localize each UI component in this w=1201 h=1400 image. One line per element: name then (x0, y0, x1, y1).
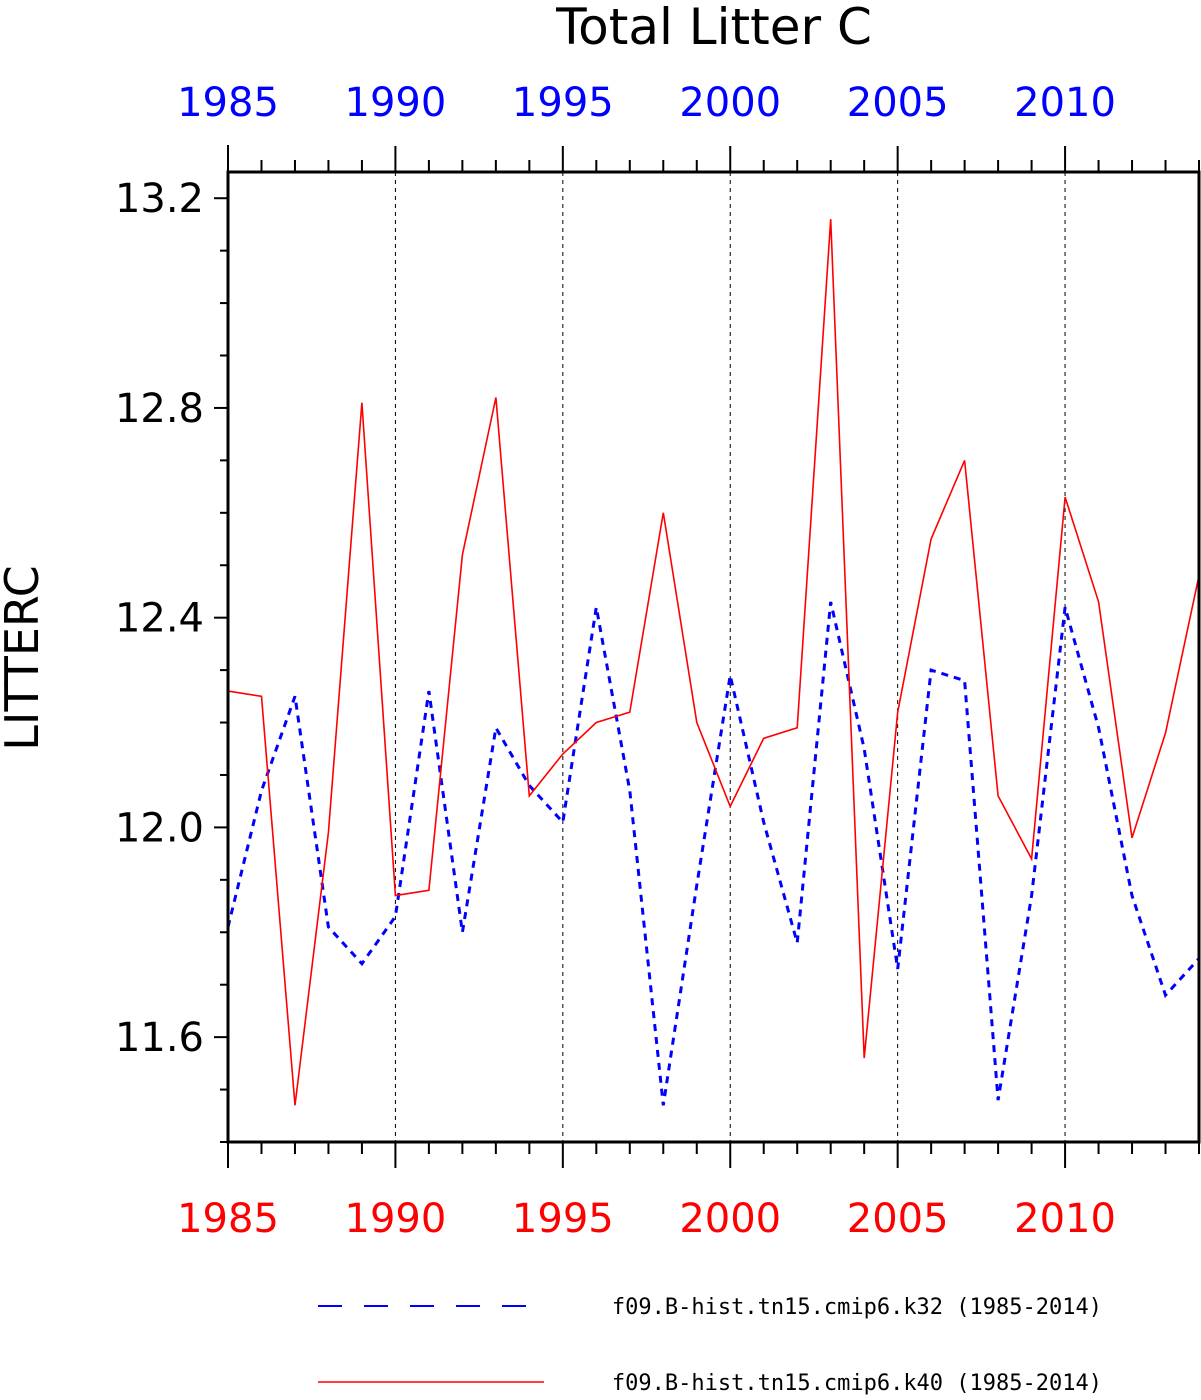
top-x-tick-label-2000: 2000 (679, 80, 781, 126)
bottom-x-tick-label-1990: 1990 (345, 1196, 447, 1242)
legend-label-2: f09.B-hist.tn15.cmip6.k40 (1985-2014) (612, 1371, 1102, 1396)
legend: f09.B-hist.tn15.cmip6.k32 (1985-2014) f09… (318, 1295, 1102, 1396)
bottom-x-tick-label-2000: 2000 (679, 1196, 781, 1242)
legend-label-1: f09.B-hist.tn15.cmip6.k32 (1985-2014) (612, 1295, 1102, 1320)
bottom-x-tick-label-2010: 2010 (1014, 1196, 1116, 1242)
y-tick-labels: 11.6 12.0 12.4 12.8 13.2 (115, 176, 204, 1061)
y-tick-label-12.8: 12.8 (115, 386, 204, 432)
top-x-tick-label-1990: 1990 (345, 80, 447, 126)
top-x-tick-label-2005: 2005 (847, 80, 949, 126)
vertical-grid-lines (394, 172, 1066, 1142)
top-x-tick-label-1985: 1985 (177, 80, 279, 126)
series-line-1 (226, 601, 1201, 1106)
y-tick-label-13.2: 13.2 (115, 176, 204, 222)
top-x-tick-label-2010: 2010 (1014, 80, 1116, 126)
axes (214, 145, 1201, 1168)
bottom-x-tick-label-1995: 1995 (512, 1196, 614, 1242)
y-tick-label-11.6: 11.6 (115, 1015, 204, 1061)
bottom-x-tick-labels: 1985 1990 1995 2000 2005 2010 (177, 1196, 1116, 1242)
bottom-x-tick-label-2005: 2005 (847, 1196, 949, 1242)
y-tick-label-12.4: 12.4 (115, 596, 204, 642)
series-line-2 (227, 219, 1200, 1106)
plot-frame (226, 170, 1201, 1144)
y-axis-label: LITTERC (0, 565, 49, 750)
top-x-tick-labels: 1985 1990 1995 2000 2005 2010 (177, 80, 1116, 126)
chart-title: Total Litter C (555, 0, 872, 56)
bottom-x-tick-label-1985: 1985 (177, 1196, 279, 1242)
y-tick-label-12.0: 12.0 (115, 805, 204, 851)
series-layer (226, 219, 1201, 1106)
top-x-tick-label-1995: 1995 (512, 80, 614, 126)
